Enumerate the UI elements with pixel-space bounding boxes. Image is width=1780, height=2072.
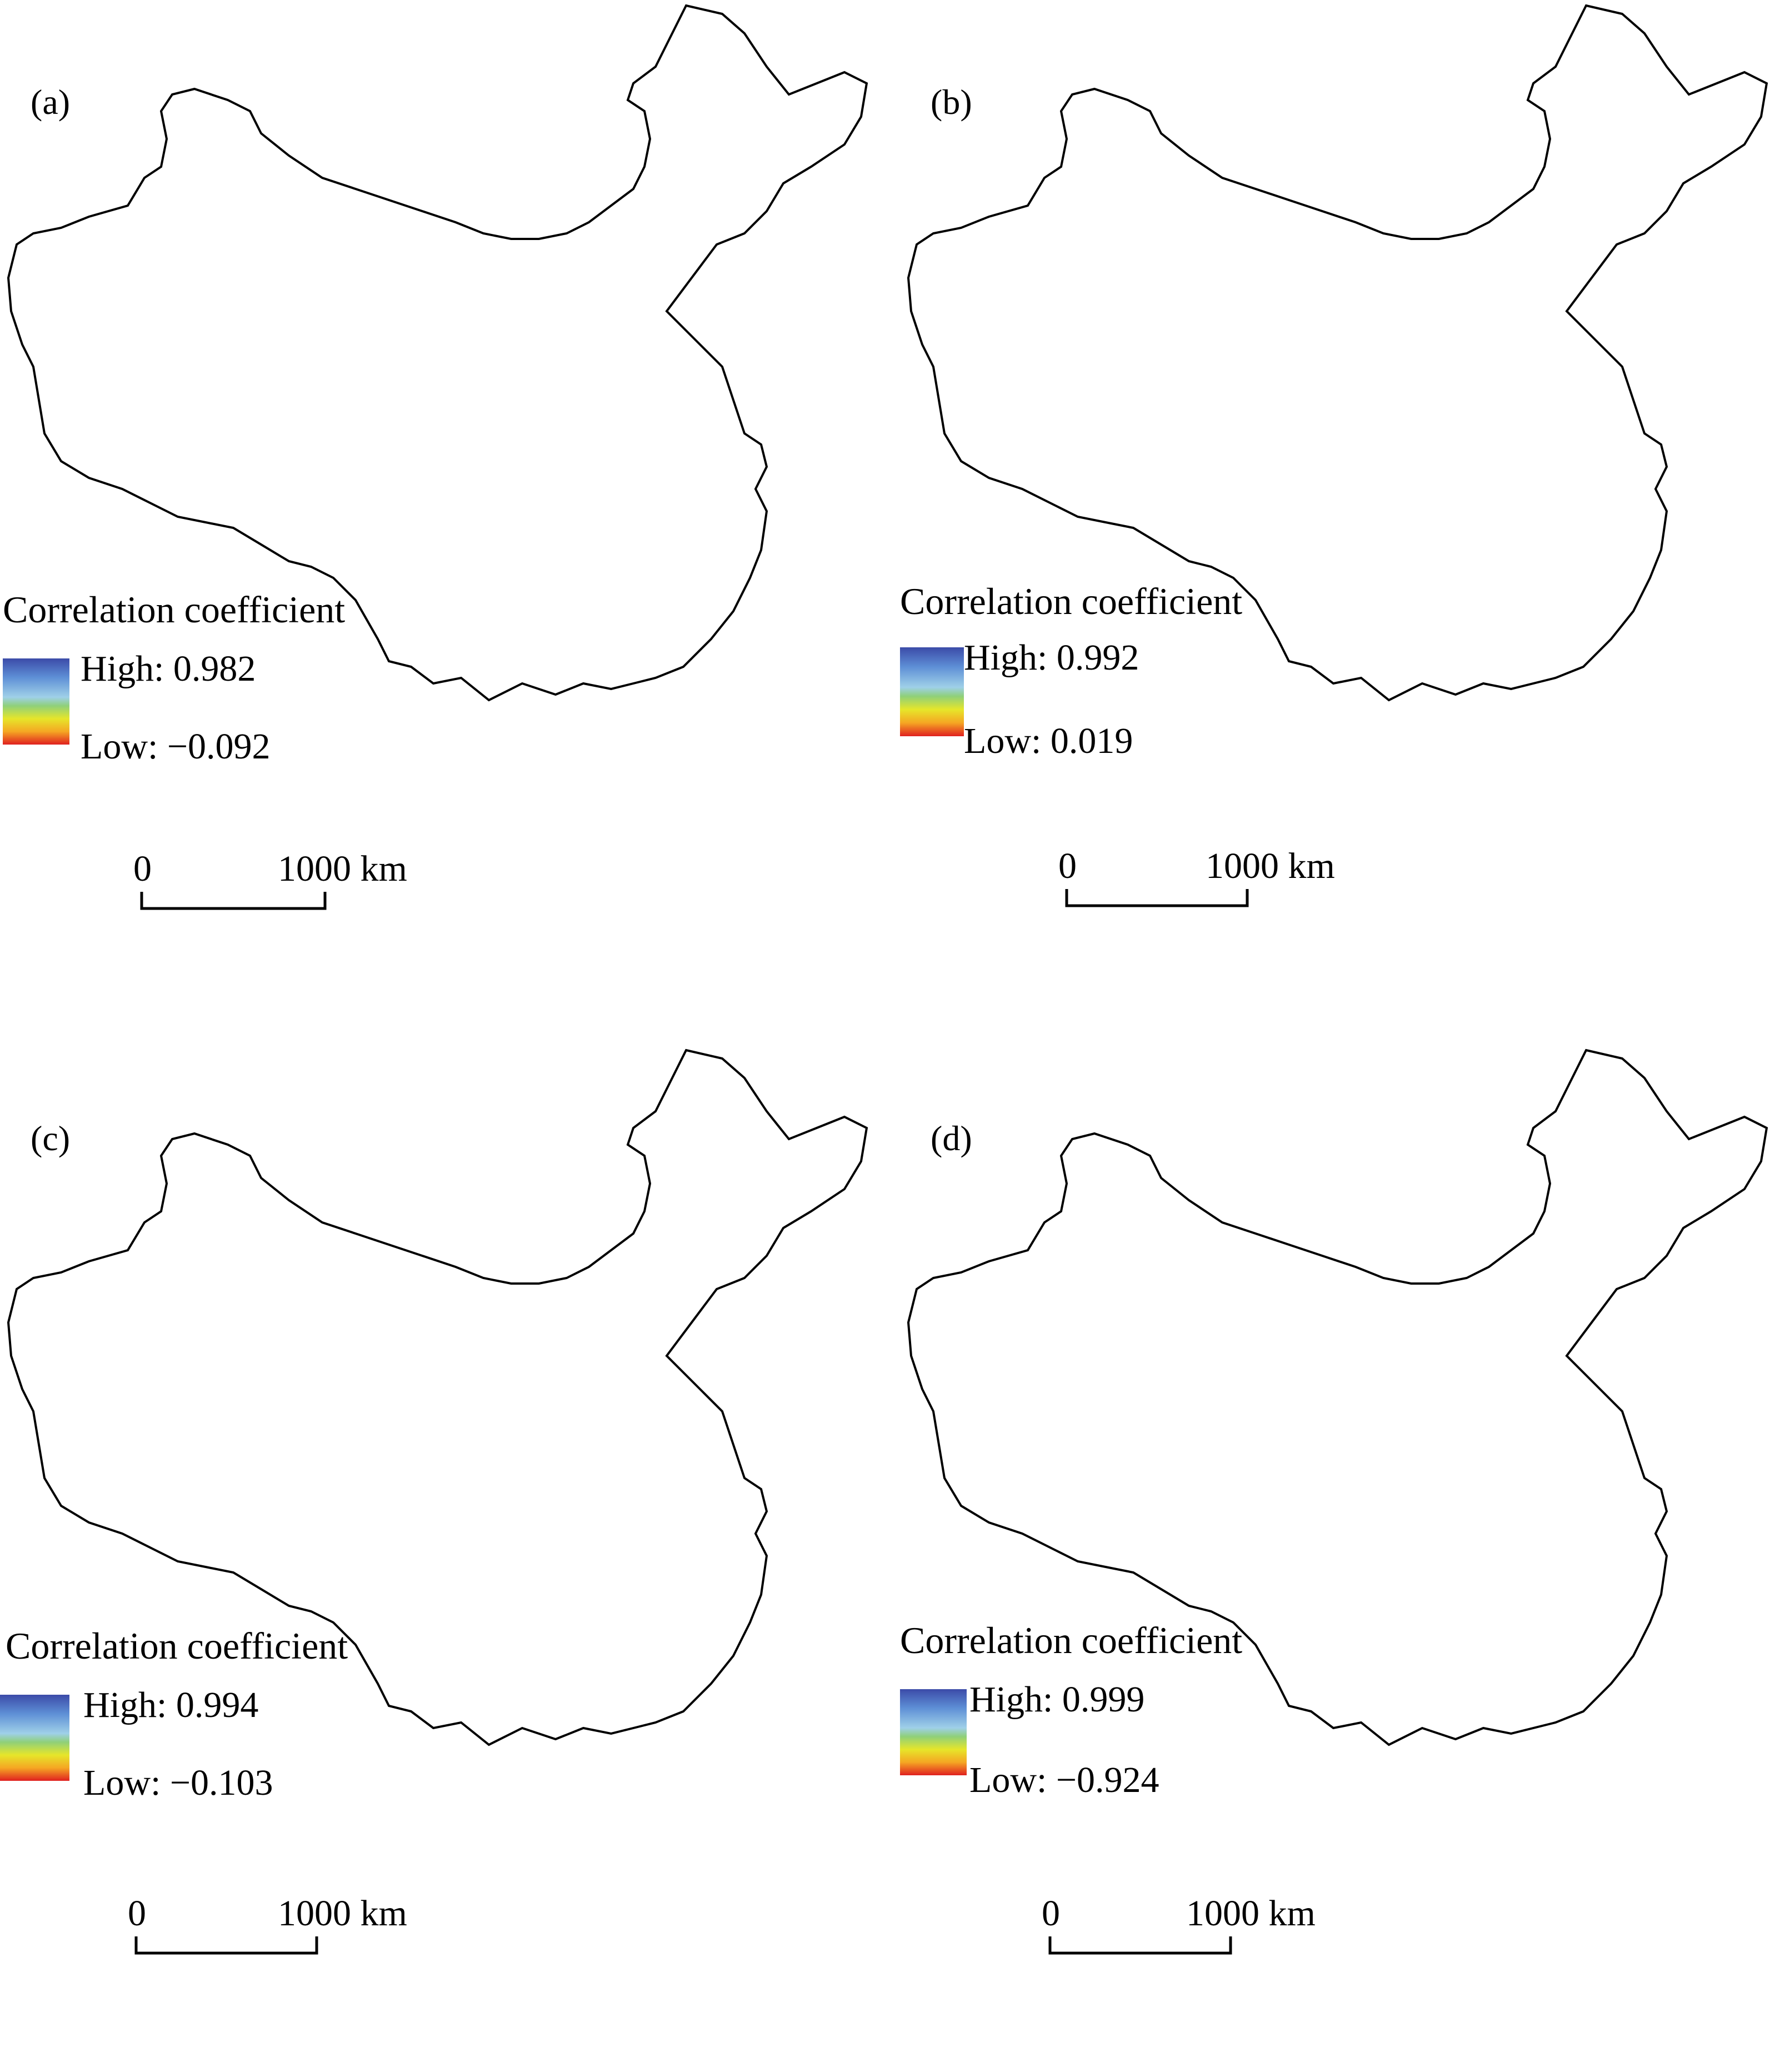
- scale-bar-zero: 0: [1058, 846, 1077, 886]
- scale-bar-zero: 0: [128, 1893, 146, 1934]
- map-panel-a: (a) Correlation coefficient High: 0.982 …: [3, 4, 868, 910]
- panel-label: (a): [31, 82, 70, 122]
- legend-title: Correlation coefficient: [900, 1619, 1242, 1661]
- legend-color-ramp: [900, 647, 964, 736]
- legend-high: High: 0.982: [81, 648, 256, 689]
- legend-title: Correlation coefficient: [900, 580, 1242, 622]
- legend-high: High: 0.994: [83, 1685, 258, 1725]
- legend-color-ramp: [3, 658, 69, 745]
- map-panel-d: (d) Correlation coefficient High: 0.999 …: [900, 1049, 1768, 1955]
- scale-bar-end: 1000 km: [1186, 1893, 1316, 1934]
- panel-label: (d): [931, 1119, 972, 1158]
- legend-low: Low: −0.924: [969, 1760, 1159, 1800]
- scale-bar: [140, 892, 327, 910]
- legend-low: Low: −0.103: [83, 1763, 273, 1803]
- panel-label: (c): [31, 1119, 70, 1158]
- scale-bar: [1065, 889, 1249, 907]
- legend-low: Low: 0.019: [964, 721, 1133, 761]
- legend-color-ramp: [900, 1689, 967, 1775]
- legend-title: Correlation coefficient: [3, 588, 345, 631]
- map-panel-c: (c) Correlation coefficient High: 0.994 …: [0, 1049, 868, 1955]
- legend-color-ramp: [0, 1695, 69, 1781]
- legend-title: Correlation coefficient: [6, 1625, 348, 1667]
- scale-bar-zero: 0: [133, 848, 152, 889]
- legend-high: High: 0.999: [969, 1679, 1144, 1720]
- panel-label: (b): [931, 82, 972, 122]
- scale-bar: [1048, 1936, 1232, 1955]
- legend-low: Low: −0.092: [81, 726, 271, 767]
- legend-high: High: 0.992: [964, 637, 1139, 678]
- scale-bar-end: 1000 km: [278, 1893, 407, 1934]
- scale-bar-end: 1000 km: [1206, 846, 1335, 886]
- scale-bar-zero: 0: [1042, 1893, 1060, 1934]
- scale-bar-end: 1000 km: [278, 848, 407, 889]
- scale-bar: [134, 1936, 318, 1955]
- map-panel-b: (b) Correlation coefficient High: 0.992 …: [900, 4, 1768, 907]
